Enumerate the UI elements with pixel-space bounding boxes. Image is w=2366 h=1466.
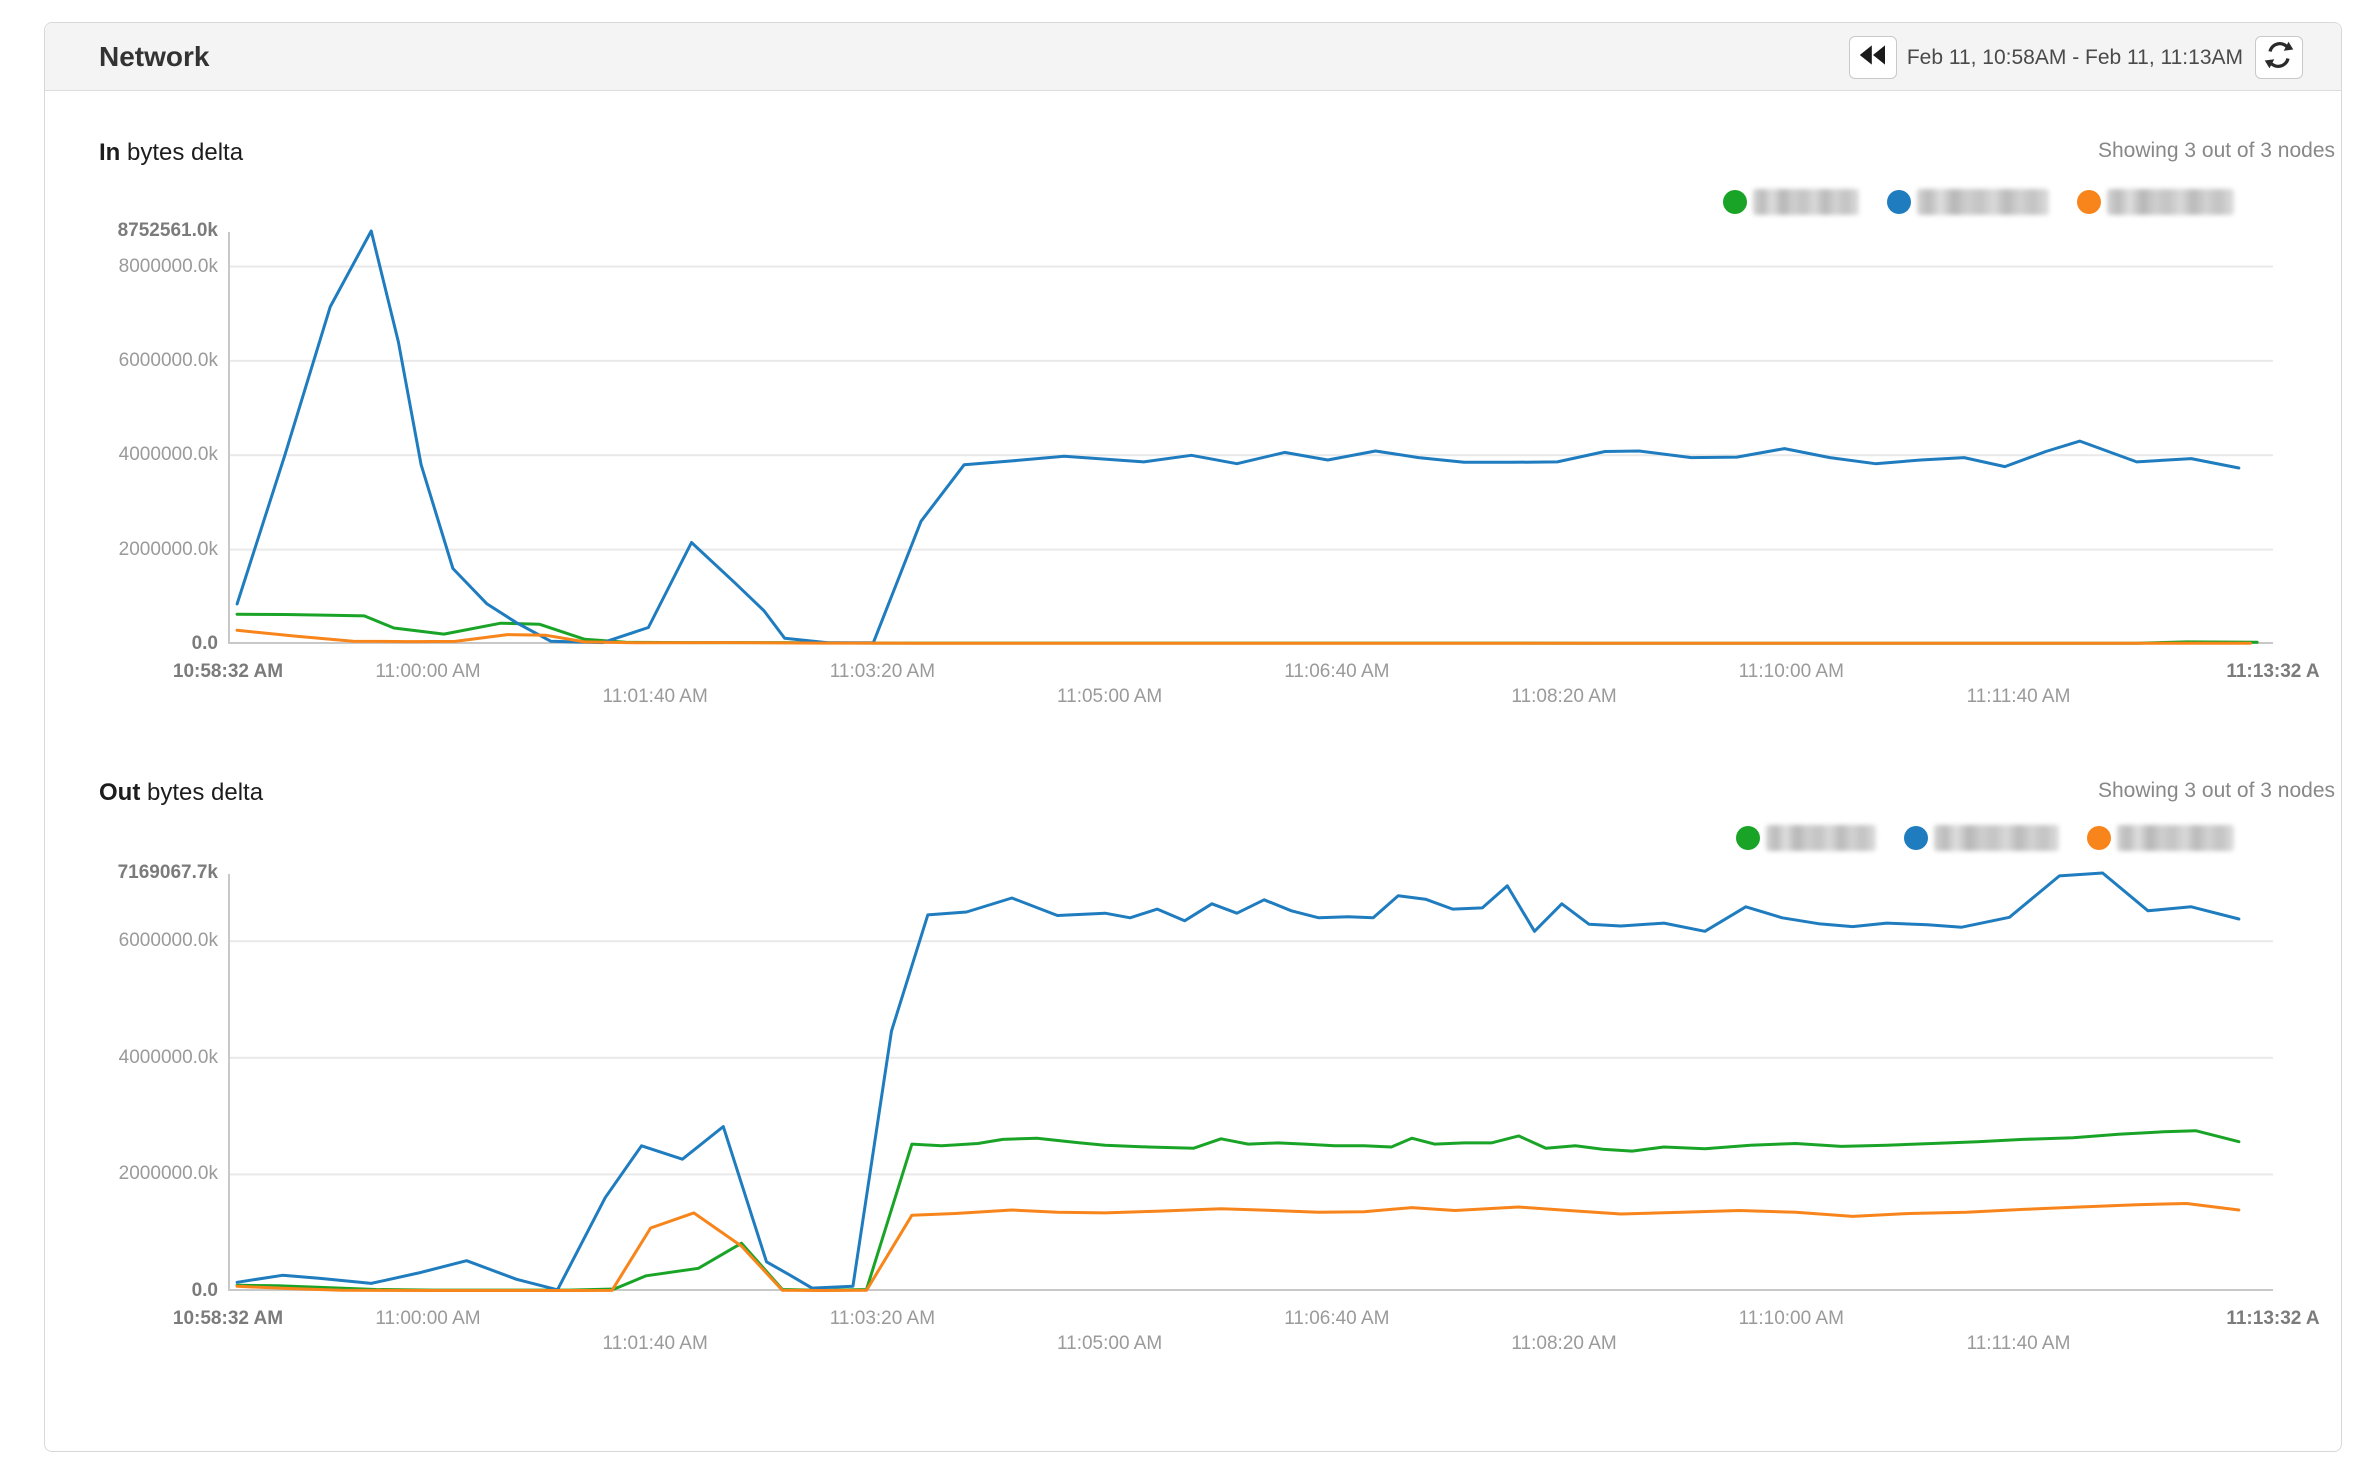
series-line-node-3 [235, 628, 2252, 645]
chart-title: In bytes delta [99, 139, 244, 166]
y-axis-label: 7169067.7k [117, 862, 218, 883]
x-axis-label: 11:11:40 AM [1966, 1333, 2071, 1354]
in-bytes-plot[interactable] [228, 229, 2273, 645]
network-panel: Network Feb 11, 10:58AM - Feb 11, 11:13A… [44, 22, 2342, 1452]
refresh-icon [2264, 40, 2294, 75]
x-axis-label: 11:13:32 A [2226, 661, 2320, 682]
x-axis-label: 11:01:40 AM [602, 686, 708, 707]
legend-item-node-2[interactable] [1887, 189, 2049, 215]
legend-item-node-3[interactable] [2087, 825, 2234, 851]
x-axis-label: 11:00:00 AM [375, 1308, 481, 1329]
legend-dot [2087, 826, 2111, 850]
legend-dot [1723, 190, 1747, 214]
x-axis-label: 11:03:20 AM [829, 661, 936, 682]
legend-item-node-1[interactable] [1736, 825, 1876, 851]
x-axis-label: 11:11:40 AM [1966, 686, 2071, 707]
y-axis-label: 8000000.0k [118, 255, 218, 277]
rewind-icon [1858, 43, 1888, 72]
legend-dot [1736, 826, 1760, 850]
x-axis-label: 11:03:20 AM [829, 1308, 936, 1329]
x-axis-label: 10:58:32 AM [172, 1308, 284, 1329]
x-axis-label: 11:13:32 A [2226, 1308, 2320, 1329]
y-axis-label: 2000000.0k [118, 1163, 218, 1185]
series-line-node-1 [235, 1129, 2241, 1292]
x-axis-label: 11:01:40 AM [602, 1333, 708, 1354]
x-axis-label: 10:58:32 AM [172, 661, 284, 682]
x-axis-label: 11:10:00 AM [1738, 661, 1844, 682]
legend-dot [1904, 826, 1928, 850]
refresh-button[interactable] [2255, 36, 2303, 79]
x-axis-label: 11:05:00 AM [1056, 686, 1163, 707]
legend-label-blurred [2117, 825, 2234, 851]
panel-title: Network [99, 41, 210, 72]
x-axis-label: 11:06:40 AM [1284, 661, 1390, 682]
header-controls: Feb 11, 10:58AM - Feb 11, 11:13AM [1848, 36, 2303, 79]
series-line-node-3 [235, 1202, 2241, 1292]
y-axis-label: 4000000.0k [118, 444, 218, 466]
y-axis-label: 8752561.0k [117, 220, 218, 241]
y-axis-label: 0.0 [191, 633, 218, 654]
x-axis-label: 11:08:20 AM [1511, 686, 1617, 707]
y-axis-label: 6000000.0k [118, 349, 218, 371]
y-axis-label: 4000000.0k [118, 1046, 218, 1068]
legend-dot [1887, 190, 1911, 214]
in-bytes-chart-section: In bytes delta Showing 3 out of 3 nodes … [45, 113, 2341, 753]
x-axis-label: 11:00:00 AM [375, 661, 481, 682]
legend-label-blurred [1934, 825, 2059, 851]
legend-label-blurred [2107, 189, 2234, 215]
x-axis-label: 11:06:40 AM [1284, 1308, 1390, 1329]
legend-label-blurred [1753, 189, 1859, 215]
legend-item-node-1[interactable] [1723, 189, 1859, 215]
legend-label-blurred [1766, 825, 1876, 851]
y-axis-label: 2000000.0k [118, 538, 218, 560]
series-line-node-2 [235, 229, 2241, 645]
legend-label-blurred [1917, 189, 2049, 215]
x-axis-label: 11:10:00 AM [1738, 1308, 1844, 1329]
out-bytes-plot[interactable] [228, 871, 2273, 1292]
panel-header: Network Feb 11, 10:58AM - Feb 11, 11:13A… [45, 23, 2341, 91]
legend-dot [2077, 190, 2101, 214]
series-line-node-1 [235, 612, 2259, 645]
chart-legend [1736, 825, 2234, 851]
legend-item-node-2[interactable] [1904, 825, 2059, 851]
out-bytes-chart-section: Out bytes delta Showing 3 out of 3 nodes… [45, 753, 2341, 1451]
rewind-button[interactable] [1848, 36, 1897, 79]
y-axis-label: 0.0 [191, 1280, 218, 1301]
chart-legend [1723, 189, 2234, 215]
time-range-label: Feb 11, 10:58AM - Feb 11, 11:13AM [1906, 45, 2243, 69]
chart-title: Out bytes delta [99, 779, 264, 806]
showing-count-label: Showing 3 out of 3 nodes [2097, 779, 2335, 802]
series-line-node-2 [235, 871, 2241, 1292]
y-axis-label: 6000000.0k [118, 930, 218, 952]
showing-count-label: Showing 3 out of 3 nodes [2097, 139, 2335, 162]
legend-item-node-3[interactable] [2077, 189, 2234, 215]
x-axis-label: 11:05:00 AM [1056, 1333, 1163, 1354]
x-axis-label: 11:08:20 AM [1511, 1333, 1617, 1354]
